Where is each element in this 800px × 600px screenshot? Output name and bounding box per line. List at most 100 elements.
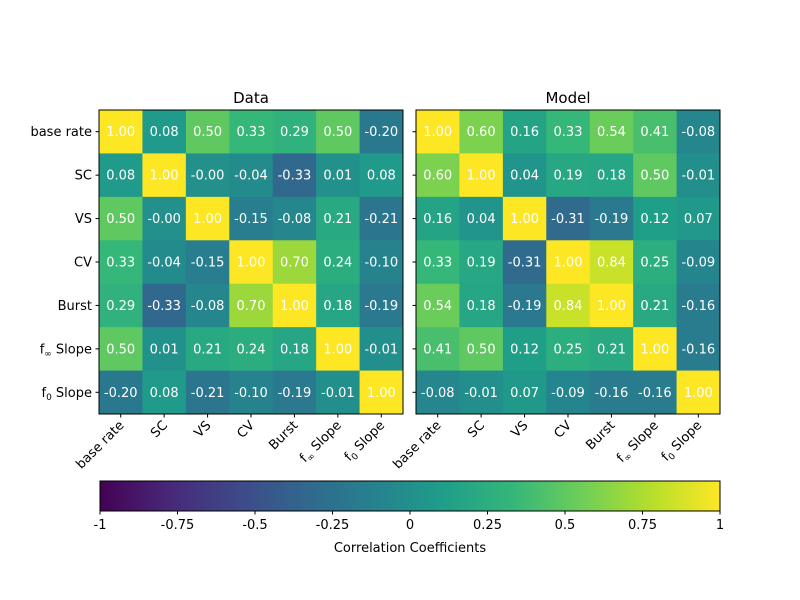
heatmap-cell (589, 327, 634, 371)
heatmap-cell-value: 0.70 (280, 256, 309, 271)
heatmap-cell-value: 0.50 (106, 342, 135, 357)
heatmap-cell-value: -0.01 (681, 169, 715, 184)
heatmap-cell-value: 0.84 (597, 256, 626, 271)
heatmap-cell (676, 283, 721, 328)
heatmap-cell-value: 1.00 (423, 125, 452, 140)
heatmap-cell-value: -0.33 (147, 299, 181, 314)
heatmap-cell-value: 0.33 (423, 256, 452, 271)
heatmap-cell (502, 110, 547, 154)
heatmap-cell (633, 370, 677, 415)
heatmap-cell (185, 283, 230, 328)
heatmap-cell (316, 283, 360, 328)
heatmap-cell (676, 153, 721, 198)
heatmap-cell-value: 0.19 (554, 169, 583, 184)
heatmap-cells (99, 110, 404, 415)
heatmap-cell-value: 1.00 (684, 386, 713, 401)
heatmap-cell-value: -0.20 (104, 386, 138, 401)
heatmap-cell (546, 153, 591, 198)
heatmap-cell-value: 0.18 (597, 169, 626, 184)
heatmap-cell (229, 327, 274, 371)
colorbar-tick-label: 0.5 (555, 518, 576, 533)
x-tick-label: f0 Slope (659, 418, 707, 466)
heatmap-cell-value: 1.00 (106, 125, 135, 140)
heatmap-cell (546, 196, 591, 241)
y-tick-labels: base rate SC VS CV Burst f∞ Slope f0 Slope (30, 125, 99, 403)
heatmap-cell-value: 0.18 (280, 342, 309, 357)
heatmap-cell-value: -0.04 (234, 169, 268, 184)
heatmap-cell-value: -0.21 (364, 212, 398, 227)
y-tick-label: f∞ Slope (40, 342, 92, 359)
heatmap-cell (99, 153, 143, 198)
y-tick-label: base rate (30, 125, 92, 140)
heatmap-cell (416, 196, 460, 241)
heatmap-cell-value: 0.41 (423, 342, 452, 357)
heatmap-cell (416, 153, 460, 198)
colorbar-tick-label: 0.75 (628, 518, 657, 533)
heatmap-cell (185, 240, 230, 285)
heatmap-cell (502, 240, 547, 285)
heatmap-cell-value: 0.60 (423, 169, 452, 184)
heatmap-cell-value: -0.01 (321, 386, 355, 401)
heatmap-cell-value: 0.08 (106, 169, 135, 184)
heatmap-cell-value: -0.08 (278, 212, 312, 227)
heatmap-cell (99, 110, 143, 154)
heatmap-cell-value: 0.60 (467, 125, 496, 140)
heatmap-cell-value: 0.29 (106, 299, 135, 314)
heatmap-cell-value: -0.10 (234, 386, 268, 401)
x-tick-label: SC (465, 418, 488, 441)
y-tick-label: f0 Slope (41, 386, 92, 403)
heatmap-cell-value: 0.07 (684, 212, 713, 227)
heatmap-cell (359, 153, 404, 198)
heatmap-cell-value: 0.12 (640, 212, 669, 227)
heatmap-cell (185, 110, 230, 154)
heatmap-cell-value: -0.16 (681, 299, 715, 314)
heatmap-cell (142, 370, 187, 415)
heatmap-cell (676, 110, 721, 154)
colorbar-tick-label: -0.5 (242, 518, 267, 533)
heatmap-cell (459, 110, 504, 154)
colorbar-gradient (99, 480, 721, 512)
panel-title: Model (545, 89, 590, 107)
heatmap-cell (272, 240, 317, 285)
heatmap-cell (142, 240, 187, 285)
heatmap-cell (633, 196, 677, 241)
heatmap-cell (99, 283, 143, 328)
heatmap-cell-value: 1.00 (323, 342, 352, 357)
heatmap-cell-value: -0.09 (551, 386, 585, 401)
heatmap-panel-model: Model 1.00 0.60 0.16 0.33 0.54 0.41 -0.080.60 1… (390, 89, 721, 472)
heatmap-cell (502, 283, 547, 328)
heatmap-cell (185, 196, 230, 241)
colorbar-ticks: -1 -0.75 -0.5 -0.25 0 0.25 0.5 0.75 1 (94, 511, 724, 533)
y-tick-label: CV (74, 256, 92, 271)
heatmap-cell (633, 240, 677, 285)
heatmap-cell-value: -0.19 (278, 386, 312, 401)
heatmap-cell-value: -0.33 (278, 169, 312, 184)
heatmap-cell (502, 327, 547, 371)
y-tick-marks (412, 131, 416, 393)
heatmap-cell-value: -0.00 (191, 169, 225, 184)
heatmap-cell-value: 1.00 (467, 169, 496, 184)
heatmap-cell-value: -0.04 (147, 256, 181, 271)
heatmap-cell-value: 0.50 (467, 342, 496, 357)
heatmap-cell-value: -0.31 (508, 256, 542, 271)
heatmap-cell-value: 0.21 (323, 212, 352, 227)
x-tick-label: f0 Slope (342, 418, 390, 466)
heatmap-cell-value: 1.00 (510, 212, 539, 227)
heatmap-cell (272, 196, 317, 241)
colorbar-tick-label: 1 (716, 518, 724, 533)
x-tick-label: SC (148, 418, 171, 441)
x-tick-label: Burst (266, 418, 301, 453)
heatmap-cell (589, 110, 634, 154)
heatmap-cell-value: -0.16 (638, 386, 672, 401)
heatmap-cell (316, 370, 360, 415)
heatmap-cell-value: 1.00 (237, 256, 266, 271)
heatmap-cell (633, 153, 677, 198)
heatmap-cell-labels: 1.00 0.60 0.16 0.33 0.54 0.41 -0.08 0.60 1.00 0.0… (421, 125, 715, 401)
heatmap-cell-value: 0.29 (280, 125, 309, 140)
heatmap-cell-value: -0.01 (464, 386, 498, 401)
heatmap-cell-value: 0.16 (423, 212, 452, 227)
heatmap-cell (546, 327, 591, 371)
heatmap-cell (272, 370, 317, 415)
heatmap-cell (459, 153, 504, 198)
heatmap-cell-value: -0.16 (681, 342, 715, 357)
